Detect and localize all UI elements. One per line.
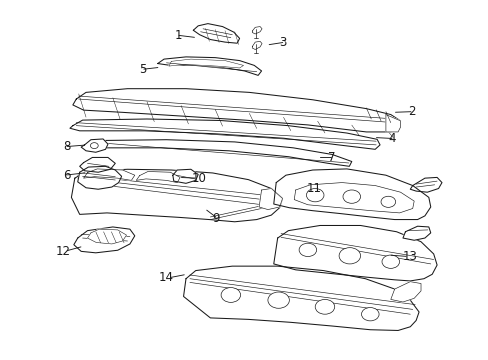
- Text: 8: 8: [63, 140, 70, 153]
- Polygon shape: [252, 41, 262, 49]
- Polygon shape: [73, 89, 400, 132]
- Polygon shape: [168, 59, 243, 68]
- Text: 6: 6: [63, 169, 70, 182]
- Polygon shape: [172, 169, 198, 183]
- Polygon shape: [409, 177, 441, 192]
- Text: 11: 11: [306, 182, 321, 195]
- Circle shape: [299, 243, 316, 257]
- Circle shape: [315, 300, 334, 314]
- Polygon shape: [70, 119, 379, 149]
- Circle shape: [306, 189, 324, 202]
- Polygon shape: [83, 169, 135, 180]
- Text: 4: 4: [388, 132, 395, 145]
- Polygon shape: [273, 225, 436, 281]
- Text: 14: 14: [159, 271, 173, 284]
- Polygon shape: [87, 229, 126, 244]
- Polygon shape: [193, 24, 239, 43]
- Text: 12: 12: [55, 245, 70, 258]
- Polygon shape: [259, 189, 282, 210]
- Circle shape: [267, 292, 289, 308]
- Circle shape: [381, 255, 399, 268]
- Polygon shape: [74, 227, 135, 253]
- Polygon shape: [273, 169, 430, 220]
- Circle shape: [361, 307, 378, 321]
- Text: 7: 7: [328, 151, 335, 164]
- Polygon shape: [71, 169, 282, 222]
- Polygon shape: [385, 114, 400, 132]
- Polygon shape: [136, 171, 180, 183]
- Circle shape: [90, 143, 98, 149]
- Polygon shape: [80, 157, 115, 172]
- Polygon shape: [92, 140, 351, 166]
- Polygon shape: [390, 282, 420, 302]
- Polygon shape: [183, 266, 418, 330]
- Polygon shape: [158, 57, 261, 75]
- Text: 5: 5: [139, 63, 147, 76]
- Circle shape: [380, 196, 395, 207]
- Text: 13: 13: [402, 250, 417, 263]
- Text: 10: 10: [191, 172, 206, 185]
- Circle shape: [221, 288, 240, 302]
- Polygon shape: [294, 183, 413, 213]
- Polygon shape: [402, 226, 430, 240]
- Text: 2: 2: [407, 105, 414, 118]
- Text: 3: 3: [279, 36, 286, 49]
- Text: 9: 9: [212, 212, 220, 225]
- Text: 1: 1: [174, 28, 182, 41]
- Polygon shape: [252, 27, 262, 34]
- Circle shape: [342, 190, 360, 203]
- Polygon shape: [81, 139, 108, 152]
- Circle shape: [338, 248, 360, 264]
- Polygon shape: [78, 166, 122, 189]
